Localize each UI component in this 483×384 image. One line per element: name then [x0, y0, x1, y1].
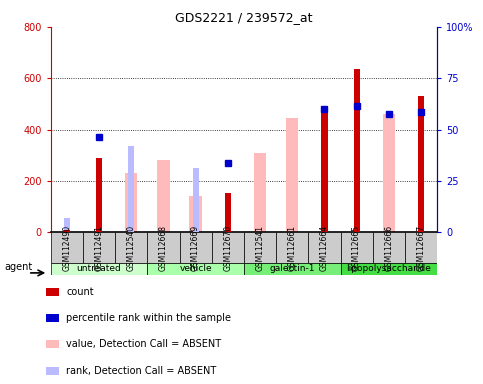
Bar [51, 232, 83, 263]
Bar [46, 341, 59, 348]
Bar [286, 118, 298, 232]
Bar [189, 196, 202, 232]
Bar [147, 263, 244, 275]
Text: GSM112540: GSM112540 [127, 225, 136, 271]
Bar [180, 232, 212, 263]
Text: agent: agent [5, 262, 33, 272]
Bar [46, 288, 59, 296]
Text: GSM112541: GSM112541 [256, 225, 265, 270]
Bar [115, 232, 147, 263]
Bar [147, 232, 180, 263]
Bar [383, 114, 395, 232]
Text: value, Detection Call = ABSENT: value, Detection Call = ABSENT [66, 339, 221, 349]
Text: untreated: untreated [77, 264, 121, 273]
Text: rank, Detection Call = ABSENT: rank, Detection Call = ABSENT [66, 366, 216, 376]
Text: GSM112665: GSM112665 [352, 225, 361, 271]
Bar [64, 230, 70, 232]
Bar [244, 263, 341, 275]
Text: GSM112490: GSM112490 [62, 225, 71, 271]
Bar [244, 232, 276, 263]
Bar [418, 96, 424, 232]
Bar [341, 263, 437, 275]
Bar [225, 192, 231, 232]
Bar [125, 173, 138, 232]
Bar [96, 158, 102, 232]
Text: lipopolysaccharide: lipopolysaccharide [346, 264, 431, 273]
Text: GSM112664: GSM112664 [320, 225, 329, 271]
Text: percentile rank within the sample: percentile rank within the sample [66, 313, 231, 323]
Title: GDS2221 / 239572_at: GDS2221 / 239572_at [175, 11, 313, 24]
Bar [128, 146, 134, 232]
Text: vehicle: vehicle [179, 264, 212, 273]
Bar [341, 232, 373, 263]
Text: galectin-1: galectin-1 [270, 264, 315, 273]
Text: GSM112668: GSM112668 [159, 225, 168, 270]
Text: GSM112661: GSM112661 [288, 225, 297, 270]
Bar [46, 314, 59, 322]
Bar [405, 232, 437, 263]
Text: GSM112669: GSM112669 [191, 225, 200, 271]
Bar [212, 232, 244, 263]
Text: GSM112666: GSM112666 [384, 225, 393, 271]
Bar [308, 232, 341, 263]
Bar [64, 218, 70, 232]
Bar [373, 232, 405, 263]
Bar [157, 161, 170, 232]
Text: count: count [66, 286, 94, 296]
Bar [254, 153, 266, 232]
Bar [51, 263, 147, 275]
Bar [321, 106, 327, 232]
Text: GSM112491: GSM112491 [95, 225, 103, 270]
Bar [193, 168, 199, 232]
Text: GSM112667: GSM112667 [416, 225, 426, 271]
Bar [354, 69, 360, 232]
Text: GSM112670: GSM112670 [223, 225, 232, 271]
Bar [46, 367, 59, 375]
Bar [83, 232, 115, 263]
Bar [276, 232, 308, 263]
